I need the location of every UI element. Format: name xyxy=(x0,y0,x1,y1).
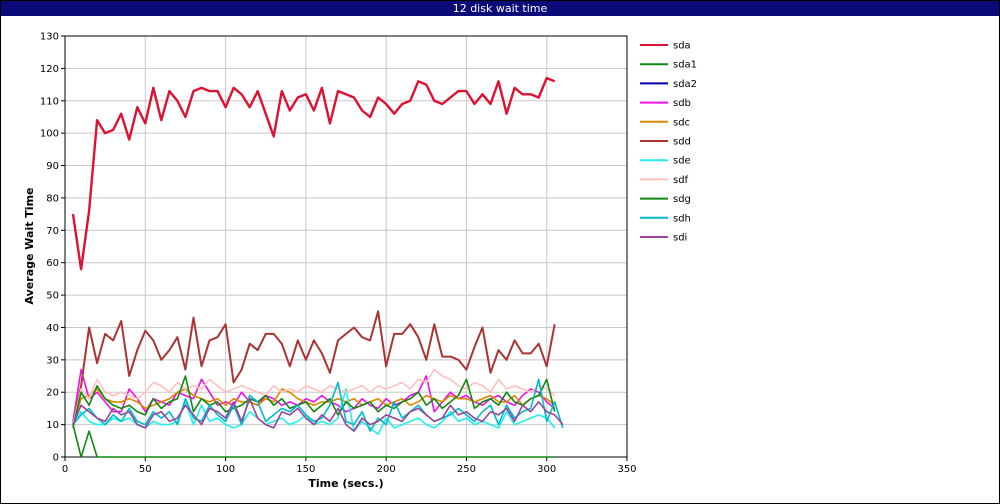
legend-label-sda: sda xyxy=(673,41,691,52)
plot-area xyxy=(64,35,628,458)
y-tick-label: 70 xyxy=(46,226,59,237)
y-tick-label: 130 xyxy=(40,32,59,43)
series-line-sdc xyxy=(72,388,556,425)
y-tick-label: 50 xyxy=(46,291,59,302)
y-tick-label: 90 xyxy=(46,161,59,172)
legend-label-sdh: sdh xyxy=(673,213,691,224)
y-tick-label: 0 xyxy=(53,453,59,464)
y-tick-label: 20 xyxy=(46,388,59,399)
legend-label-sdd: sdd xyxy=(673,137,691,148)
legend-label-sdf: sdf xyxy=(673,175,689,186)
x-tick-label: 50 xyxy=(139,464,152,475)
legend-label-sdg: sdg xyxy=(673,194,691,205)
y-axis-ticks: 0 10 20 30 40 50 60 70 80 90 100 110 120 130 xyxy=(40,32,65,464)
series-line-sdg xyxy=(72,375,556,429)
series-line-sdi xyxy=(72,397,564,432)
x-tick-label: 350 xyxy=(617,464,636,475)
legend-label-sdc: sdc xyxy=(673,117,690,128)
grid-lines xyxy=(65,36,627,457)
x-axis-label: Time (secs.) xyxy=(308,477,383,490)
x-tick-label: 100 xyxy=(216,464,235,475)
series-line-sda1 xyxy=(72,424,555,458)
series-line-sda xyxy=(71,76,556,271)
legend-label-sdb: sdb xyxy=(673,98,691,109)
series-line-sdd xyxy=(72,310,556,425)
y-tick-label: 10 xyxy=(46,420,59,431)
x-tick-label: 300 xyxy=(537,464,556,475)
y-tick-label: 80 xyxy=(46,193,59,204)
y-tick-label: 40 xyxy=(46,323,59,334)
x-axis-ticks: 0 50 100 150 200 250 300 350 xyxy=(62,457,637,475)
y-tick-label: 60 xyxy=(46,258,59,269)
series-line-sdf xyxy=(72,368,556,425)
y-tick-label: 100 xyxy=(40,129,59,140)
series-lines xyxy=(71,76,564,458)
window-title: 12 disk wait time xyxy=(1,1,999,16)
x-tick-label: 200 xyxy=(377,464,396,475)
x-tick-label: 250 xyxy=(457,464,476,475)
legend-label-sdi: sdi xyxy=(673,233,687,244)
legend-label-sda1: sda1 xyxy=(673,60,697,71)
x-tick-label: 150 xyxy=(296,464,315,475)
y-tick-label: 120 xyxy=(40,64,59,75)
y-tick-label: 30 xyxy=(46,355,59,366)
x-tick-label: 0 xyxy=(62,464,68,475)
legend: sda sda1 sda2 sdb sdc sdd sde sdf sdg sdh sdi xyxy=(640,41,697,244)
legend-label-sda2: sda2 xyxy=(673,79,697,90)
legend-label-sde: sde xyxy=(673,156,691,167)
y-axis-label: Average Wait Time xyxy=(23,188,36,305)
y-tick-label: 110 xyxy=(40,96,59,107)
